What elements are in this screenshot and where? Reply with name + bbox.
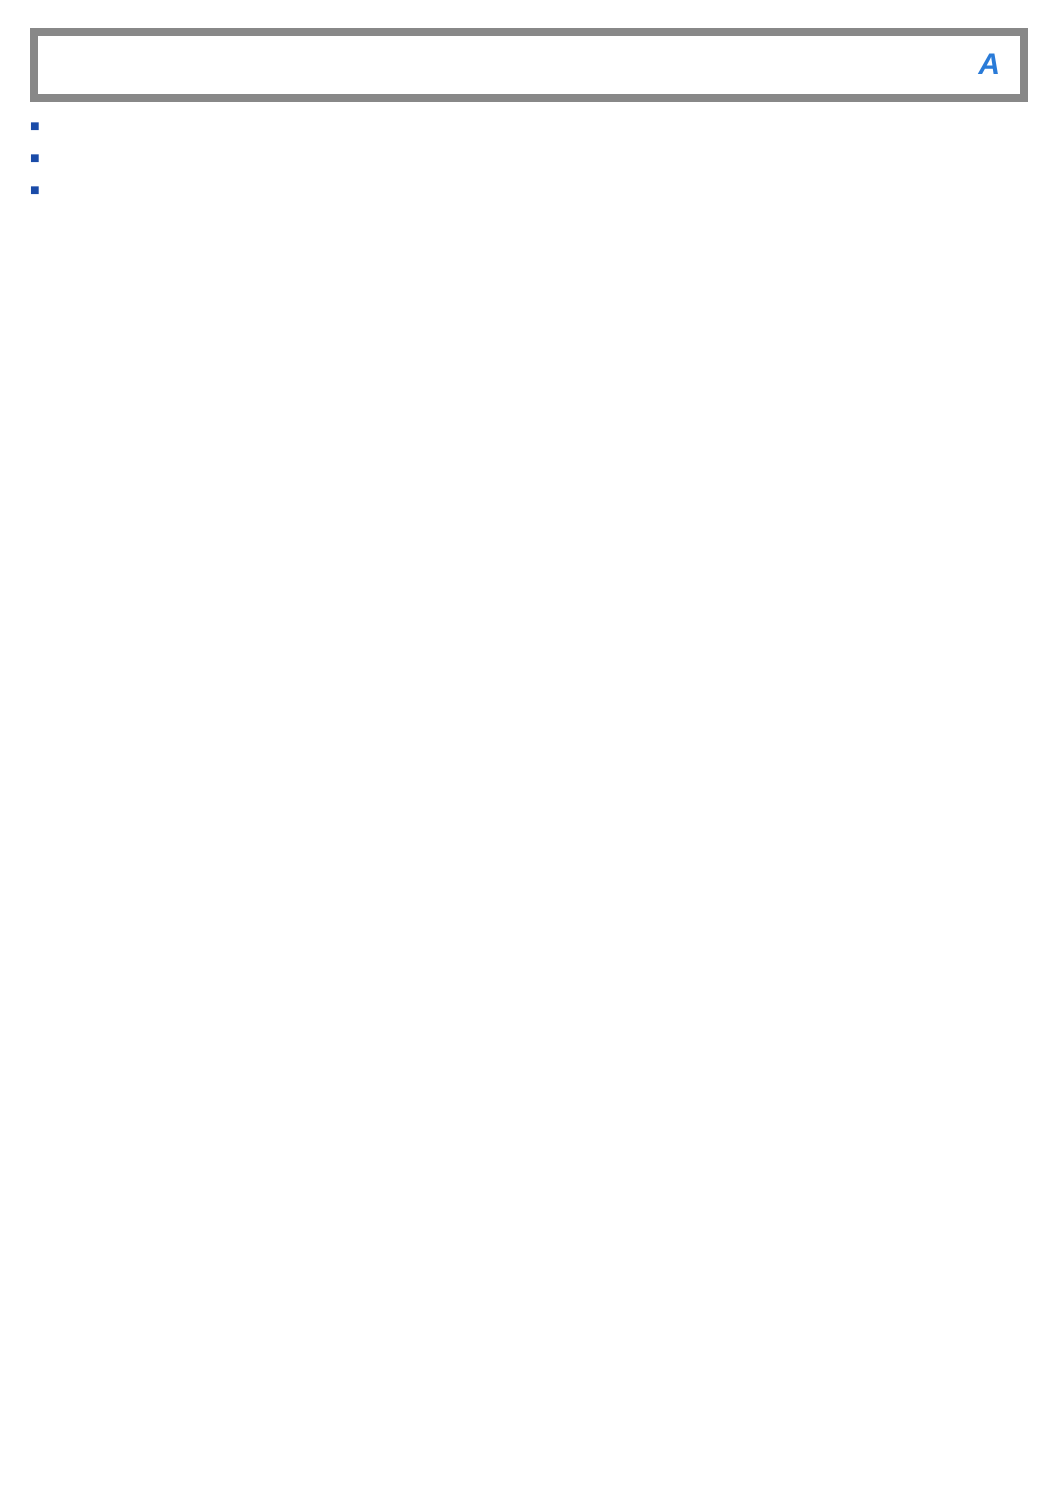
logo: A [978, 48, 1000, 82]
logo-mark-icon: A [978, 48, 1000, 82]
section-1-head [30, 118, 1028, 136]
section-3-head [30, 182, 1028, 200]
header-banner: A [30, 28, 1028, 102]
section-2-head [30, 150, 1028, 168]
